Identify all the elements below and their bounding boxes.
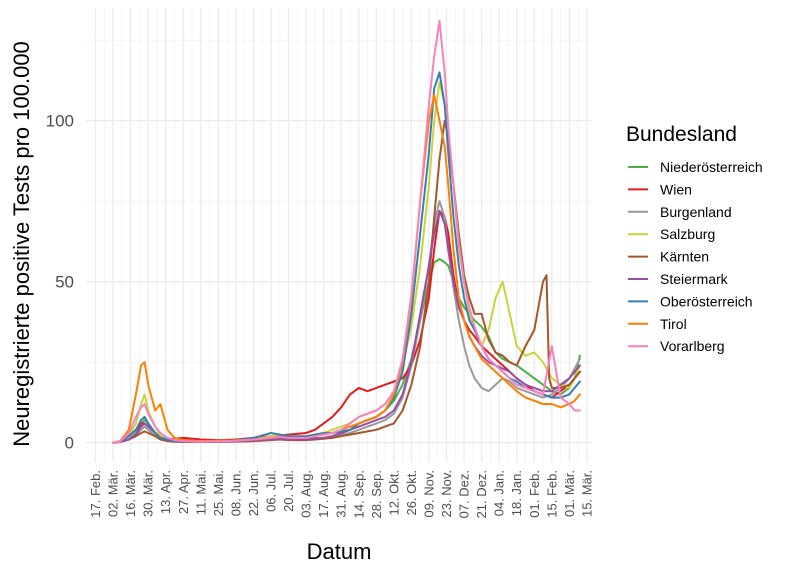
x-tick-label: 31. Aug.	[334, 470, 349, 518]
legend-label: Vorarlberg	[660, 338, 725, 354]
x-tick-label: 09. Nov.	[421, 470, 436, 517]
x-tick-label: 04. Jan.	[492, 470, 507, 516]
x-tick-label: 12. Okt.	[386, 470, 401, 516]
plot-grid	[86, 8, 592, 462]
x-tick-label: 11. Mai.	[193, 470, 208, 515]
x-tick-label: 13. Apr.	[158, 470, 173, 514]
x-tick-label: 03. Aug.	[299, 470, 314, 518]
x-tick-label: 30. Mär.	[141, 470, 156, 517]
y-tick-label: 50	[55, 273, 74, 292]
x-tick-label: 17. Aug.	[316, 470, 331, 518]
x-tick-label: 15. Feb.	[544, 470, 559, 518]
x-tick-label: 08. Jun.	[228, 470, 243, 516]
legend-item: Tirol	[628, 316, 687, 332]
x-tick-label: 14. Sep.	[351, 470, 366, 518]
x-tick-label: 01. Feb.	[527, 470, 542, 518]
series-lines	[112, 19, 581, 444]
legend-label: Kärnten	[660, 249, 709, 265]
legend-item: Burgenland	[628, 204, 732, 220]
x-tick-label: 16. Mär.	[123, 470, 138, 517]
x-axis-ticks: 17. Feb. 02. Mär. 16. Mär. 30. Mär. 13. Apr.…	[88, 470, 594, 518]
x-tick-label: 06. Jul.	[264, 470, 279, 512]
legend: Bundesland Niederösterreich Wien Burgenlan…	[626, 123, 763, 354]
legend-label: Oberösterreich	[660, 293, 753, 309]
legend-label: Niederösterreich	[660, 159, 763, 175]
legend-item: Niederösterreich	[628, 159, 763, 175]
x-tick-label: 01. Mär.	[562, 470, 577, 517]
x-tick-label: 25. Mai.	[211, 470, 226, 516]
y-tick-label: 0	[65, 434, 74, 453]
legend-item: Kärnten	[628, 249, 709, 265]
legend-title: Bundesland	[626, 123, 737, 146]
series-line	[112, 93, 581, 444]
x-tick-label: 02. Mär.	[106, 470, 121, 517]
y-axis-ticks: 0 50 100	[46, 112, 74, 453]
x-tick-label: 23. Nov.	[439, 470, 454, 517]
x-tick-label: 17. Feb.	[88, 470, 103, 518]
x-tick-label: 28. Sep.	[369, 470, 384, 518]
legend-item: Salzburg	[628, 226, 715, 242]
y-tick-label: 100	[46, 112, 74, 131]
legend-label: Salzburg	[660, 226, 715, 242]
x-axis-title: Datum	[307, 539, 372, 564]
legend-label: Burgenland	[660, 204, 732, 220]
legend-item: Oberösterreich	[628, 293, 753, 309]
x-tick-label: 27. Apr.	[176, 470, 191, 514]
legend-item: Vorarlberg	[628, 338, 725, 354]
y-axis-title: Neuregistrierte positive Tests pro 100.0…	[9, 41, 34, 447]
x-tick-label: 20. Jul.	[281, 470, 296, 512]
legend-label: Tirol	[660, 316, 687, 332]
legend-item: Wien	[628, 181, 692, 197]
legend-label: Wien	[660, 181, 692, 197]
x-tick-label: 22. Jun.	[246, 470, 261, 516]
x-tick-label: 26. Okt.	[404, 470, 419, 516]
series-line	[112, 19, 581, 444]
legend-label: Steiermark	[660, 271, 729, 287]
x-tick-label: 18. Jan.	[509, 470, 524, 516]
legend-item: Steiermark	[628, 271, 729, 287]
x-tick-label: 15. Mär.	[579, 470, 594, 517]
legend-items: Niederösterreich Wien Burgenland Salzburg Kä…	[628, 159, 763, 354]
x-tick-label: 21. Dez.	[474, 470, 489, 518]
x-tick-label: 07. Dez.	[457, 470, 472, 518]
